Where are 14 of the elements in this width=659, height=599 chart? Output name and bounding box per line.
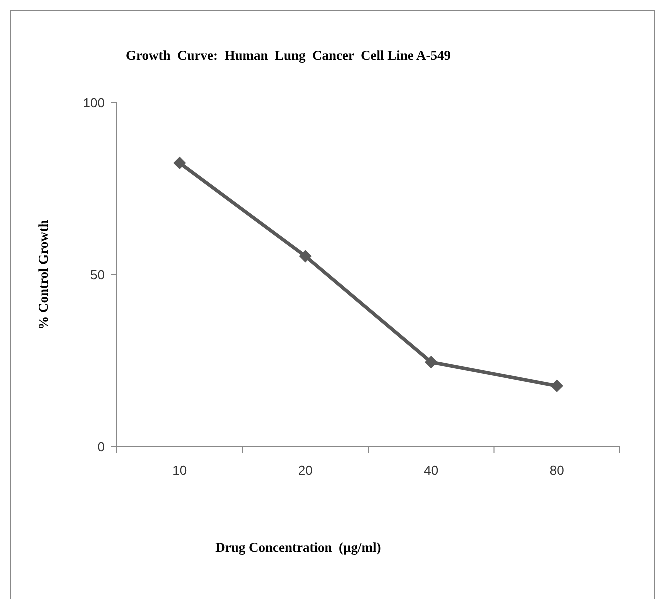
point bbox=[299, 250, 312, 263]
x-tick-label: 40 bbox=[424, 463, 439, 478]
x-axis-title: Drug Concentration (µg/ml) bbox=[216, 540, 382, 555]
chart-title: Growth Curve: Human Lung Cancer Cell Line A-549 bbox=[126, 48, 452, 63]
x-tick-label: 80 bbox=[550, 463, 564, 478]
point bbox=[550, 380, 564, 392]
y-axis-title: % Control Growth bbox=[36, 220, 51, 330]
y-tick-label: 0 bbox=[98, 440, 105, 455]
point bbox=[174, 156, 186, 170]
y-tick-label: 50 bbox=[90, 268, 105, 283]
point bbox=[425, 356, 438, 369]
x-tick-label: 20 bbox=[298, 463, 313, 478]
x-tick-label: 10 bbox=[172, 463, 188, 478]
y-tick-label: 100 bbox=[83, 96, 105, 111]
